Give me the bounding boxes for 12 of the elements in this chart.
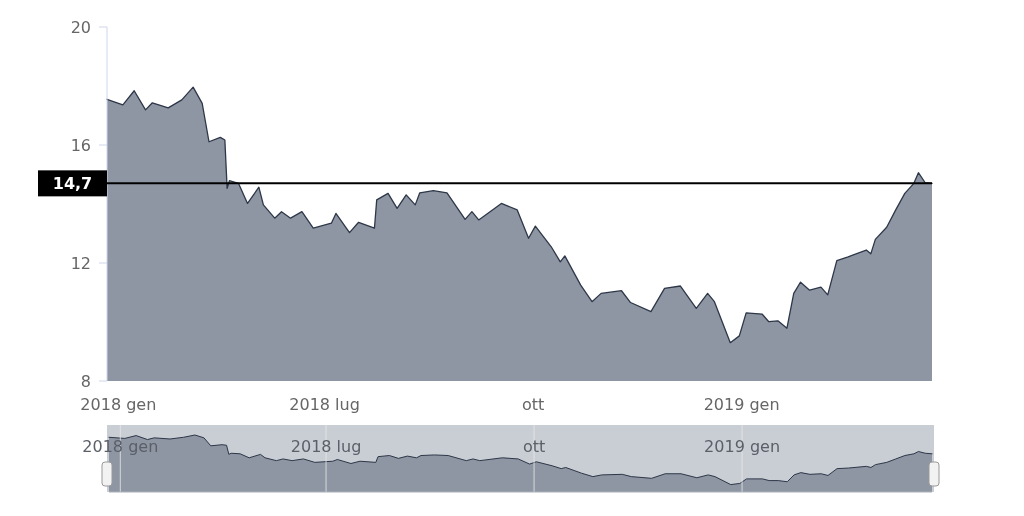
x-tick-label: ott: [522, 437, 546, 456]
ref-line-label: 14,7: [52, 173, 93, 193]
y-tick-label: 16: [70, 135, 91, 155]
y-tick-label: 20: [70, 17, 91, 37]
x-tick-label: ott: [521, 395, 545, 414]
x-tick-label: 2018 gen: [80, 395, 157, 414]
y-tick-label: 12: [70, 253, 91, 273]
x-tick-label: 2019 gen: [703, 395, 780, 414]
y-tick-label: 8: [80, 371, 91, 391]
x-tick-label: 2019 gen: [704, 437, 781, 456]
x-tick-label: 2018 lug: [290, 437, 362, 456]
x-tick-label: 2018 lug: [289, 395, 360, 414]
